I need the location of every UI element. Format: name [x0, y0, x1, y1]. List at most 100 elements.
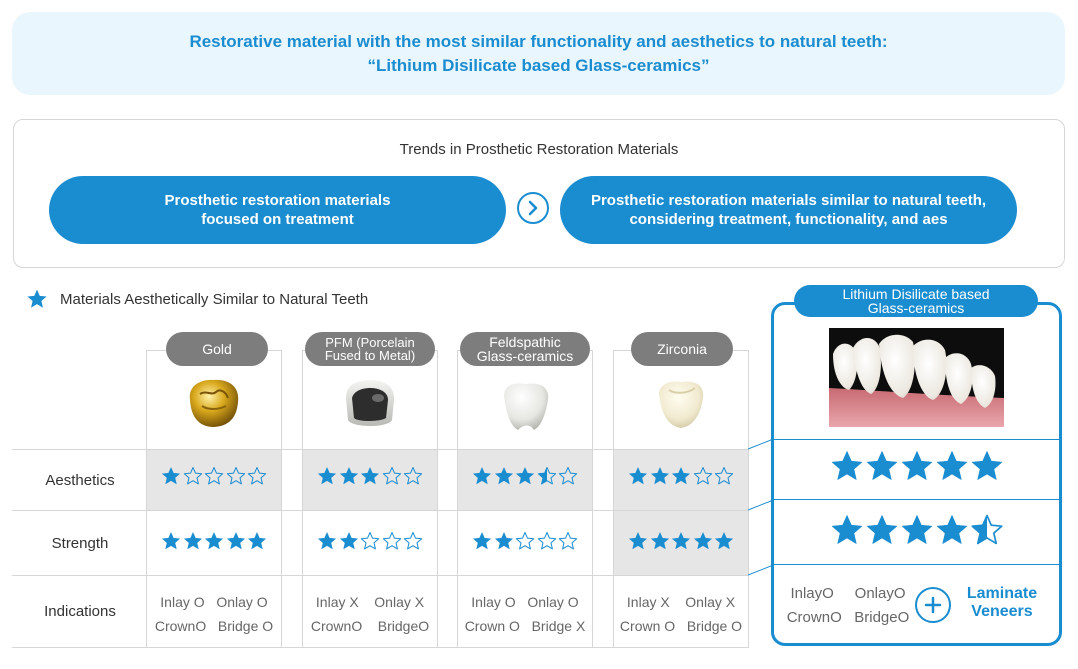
star-empty-icon: [693, 467, 712, 485]
star-empty-icon: [204, 467, 224, 485]
plus-icon: [915, 587, 951, 623]
badge-line: Feldspathic: [489, 334, 561, 350]
star-filled-icon: [248, 532, 266, 550]
star-filled-icon: [183, 532, 202, 550]
hero-banner: Restorative material with the most simil…: [12, 12, 1065, 95]
ind-crown: Crown O: [464, 618, 520, 634]
trend-right-line-2: considering treatment, functionality, an…: [629, 211, 948, 228]
laminate-veneers-label: Laminate Veneers: [955, 585, 1049, 621]
badge-line: Gold: [202, 341, 232, 357]
star-filled-icon: [936, 515, 967, 544]
star-filled-icon: [339, 532, 358, 550]
star-filled-icon: [693, 532, 712, 550]
star-filled-icon: [226, 532, 245, 550]
ind-bridge: BridgeO: [377, 618, 430, 634]
star-empty-icon: [558, 467, 578, 485]
laminate-line-2: Veneers: [971, 603, 1033, 620]
row-divider: [12, 647, 749, 648]
star-filled-icon: [494, 532, 513, 550]
star-icon: [27, 289, 47, 308]
star-empty-icon: [515, 532, 535, 550]
hero-line-1: Restorative material with the most simil…: [189, 31, 888, 51]
star-filled-icon: [866, 451, 897, 480]
pfm-crown-image: [346, 380, 395, 426]
hero-line-2: “Lithium Disilicate based Glass-ceramics…: [367, 55, 710, 75]
star-filled-icon: [901, 515, 932, 544]
badge-line: Glass-ceramics: [867, 300, 965, 316]
star-half-icon: [970, 514, 1003, 545]
star-filled-icon: [672, 532, 690, 550]
badge-line: Zirconia: [657, 341, 707, 357]
badge-line: Lithium Disilicate based: [842, 286, 990, 302]
star-filled-icon: [339, 467, 358, 485]
row-divider: [12, 575, 749, 576]
aesthetics-rating-pfm: [303, 466, 437, 486]
section-heading: Materials Aesthetically Similar to Natur…: [26, 288, 368, 310]
row-label-strength: Strength: [51, 534, 109, 552]
ind-onlay: Onlay O: [216, 594, 268, 610]
gold-crown-image: [189, 379, 239, 427]
badge-line: Fused to Metal): [324, 348, 416, 363]
ind-onlay: Onlay O: [527, 594, 579, 610]
ind-bridge: Bridge O: [217, 618, 274, 634]
laminate-line-1: Laminate: [966, 585, 1038, 602]
star-filled-icon: [831, 451, 862, 480]
star-filled-icon: [205, 532, 223, 550]
indications-lithium-disilicate: InlayO OnlayO CrownO BridgeO: [778, 582, 918, 630]
ind-bridge: Bridge X: [531, 618, 586, 634]
badge-zirconia: Zirconia: [631, 332, 733, 366]
strength-rating-pfm: [303, 531, 437, 551]
zirconia-crown-image: [659, 381, 704, 428]
trend-pill-treatment: Prosthetic restoration materials focused…: [49, 176, 506, 244]
ind-onlay: Onlay X: [685, 594, 736, 610]
row-divider: [12, 510, 749, 511]
ind-crown: CrownO: [310, 618, 363, 634]
star-empty-icon: [558, 532, 578, 550]
star-filled-icon: [672, 467, 690, 485]
star-empty-icon: [403, 532, 423, 550]
badge-line: PFM (Porcelain: [325, 335, 415, 350]
star-filled-icon: [473, 532, 491, 550]
indications-pfm: Inlay X Onlay X CrownO BridgeO: [303, 590, 437, 638]
indications-zirconia: Inlay X Onlay X Crown O Bridge O: [614, 590, 748, 638]
star-filled-icon: [866, 515, 897, 544]
row-divider: [12, 449, 749, 450]
ind-bridge: BridgeO: [854, 609, 910, 626]
star-filled-icon: [318, 467, 336, 485]
star-filled-icon: [473, 467, 491, 485]
ind-crown: Crown O: [619, 618, 676, 634]
panel-divider: [774, 499, 1059, 500]
ind-inlay: Inlay X: [626, 594, 670, 610]
star-filled-icon: [629, 532, 647, 550]
star-filled-icon: [901, 451, 932, 480]
star-filled-icon: [318, 532, 336, 550]
star-filled-icon: [629, 467, 647, 485]
ind-inlay: Inlay O: [160, 594, 205, 610]
star-filled-icon: [971, 451, 1002, 480]
star-filled-icon: [831, 515, 862, 544]
section-title: Materials Aesthetically Similar to Natur…: [60, 290, 369, 308]
star-filled-icon: [162, 532, 180, 550]
ind-crown: CrownO: [154, 618, 207, 634]
ind-inlay: InlayO: [790, 585, 834, 602]
strength-rating-gold: [147, 531, 281, 551]
feldspathic-crown-image: [504, 383, 549, 430]
row-label-aesthetics: Aesthetics: [45, 471, 115, 489]
star-filled-icon: [936, 451, 967, 480]
star-filled-icon: [361, 467, 379, 485]
badge-lithium-disilicate: Lithium Disilicate based Glass-ceramics: [794, 285, 1038, 317]
star-filled-icon: [650, 532, 669, 550]
strength-rating-zirconia: [614, 531, 748, 551]
indications-gold: Inlay O Onlay O CrownO Bridge O: [147, 590, 281, 638]
row-label-indications: Indications: [44, 603, 116, 620]
star-filled-icon: [650, 467, 669, 485]
star-filled-icon: [162, 467, 180, 485]
star-empty-icon: [714, 467, 734, 485]
aesthetics-rating-gold: [147, 466, 281, 486]
ind-onlay: Onlay X: [374, 594, 425, 610]
star-filled-icon: [715, 532, 733, 550]
star-empty-icon: [537, 532, 556, 550]
trend-right-line-1: Prosthetic restoration materials similar…: [590, 192, 987, 209]
panel-divider: [774, 564, 1059, 565]
star-empty-icon: [382, 467, 401, 485]
